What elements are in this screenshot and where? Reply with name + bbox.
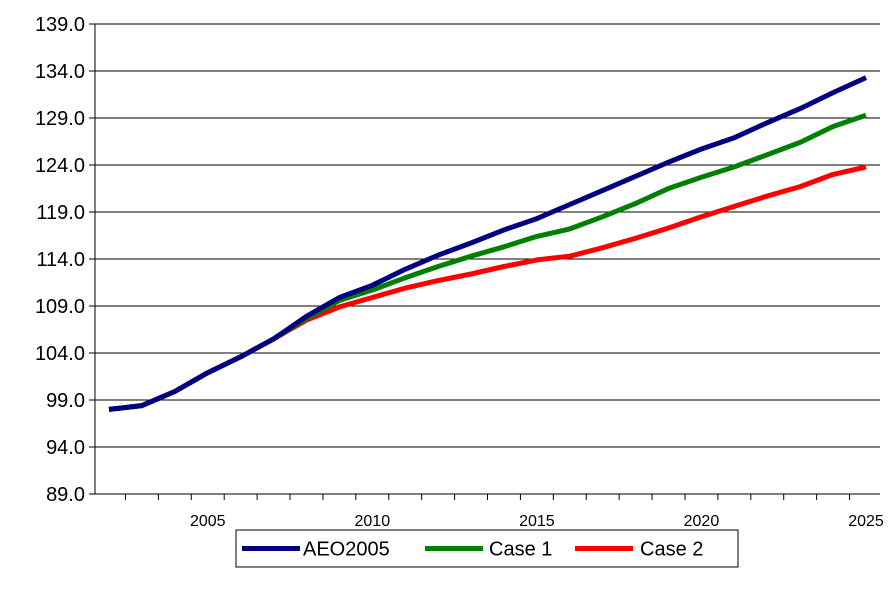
gridlines — [95, 23, 880, 495]
y-tick-label: 99.0 — [46, 390, 85, 412]
series-lines — [108, 75, 868, 412]
legend-label: Case 1 — [489, 539, 552, 561]
y-tick-label: 134.0 — [35, 61, 85, 83]
legend-box — [235, 529, 739, 568]
y-tick-label: 104.0 — [35, 343, 85, 365]
y-tick-label: 109.0 — [35, 296, 85, 318]
x-tick-label: 2020 — [684, 513, 720, 530]
y-tick-label: 139.0 — [35, 14, 85, 36]
y-axis: 89.0 94.0 99.0 104.0 109.0 114.0 119.0 124.0 129… — [35, 14, 96, 506]
y-tick-label: 94.0 — [46, 437, 85, 459]
legend-label: Case 2 — [640, 539, 703, 561]
y-tick-label: 119.0 — [36, 202, 85, 224]
x-axis: 2005 2010 2015 2020 2025 — [95, 493, 884, 530]
y-tick-label: 89.0 — [46, 484, 85, 506]
x-tick-label: 2010 — [355, 513, 391, 530]
y-tick-label: 124.0 — [35, 155, 85, 177]
y-tick-label: 114.0 — [36, 249, 85, 271]
y-tick-label: 129.0 — [35, 108, 85, 130]
legend-label: AEO2005 — [303, 539, 390, 561]
x-tick-label: 2005 — [190, 513, 226, 530]
x-tick-label: 2025 — [848, 513, 884, 530]
series-line-aeo2005 — [108, 75, 868, 412]
x-tick-label: 2015 — [519, 513, 555, 530]
legend: AEO2005 Case 1 Case 2 — [235, 529, 739, 568]
series-line-case-2 — [108, 164, 867, 412]
